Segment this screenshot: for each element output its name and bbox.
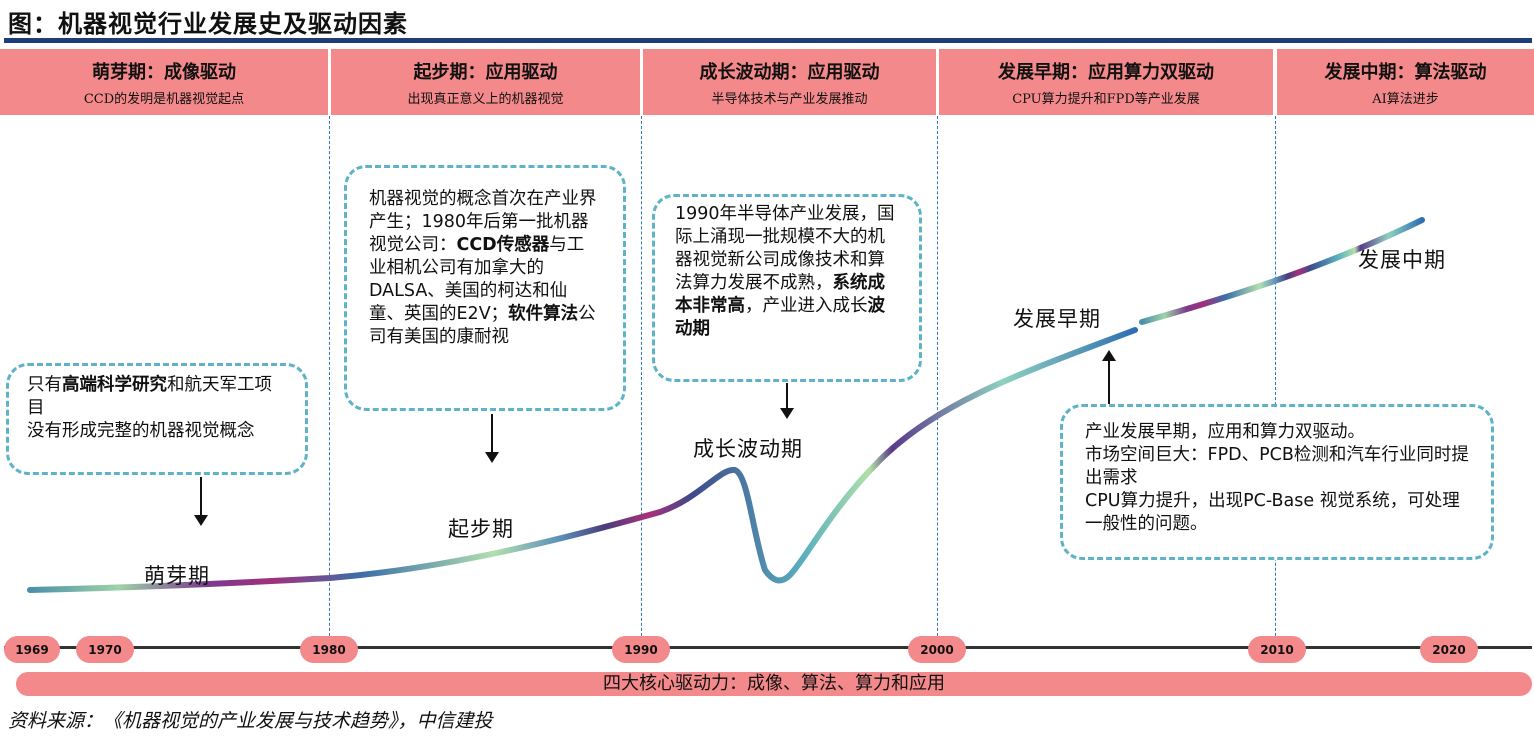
year-marker: 1969 (4, 636, 60, 663)
divider-1990 (641, 116, 642, 646)
curve-label-startup: 起步期 (448, 517, 514, 541)
callout-text: 与工业相机公司有加拿大的DALSA、美国的柯达和仙童、英国的E2V； (369, 235, 585, 324)
phase-title: 成长波动期：应用驱动 (699, 61, 880, 83)
callout-text: 没有形成完整的机器视觉概念 (27, 421, 255, 441)
curve-label-mid-development: 发展中期 (1358, 248, 1446, 272)
callout-text: 只有 (27, 375, 62, 395)
callout-fluctuation: 1990年半导体产业发展，国际上涌现一批规模不大的机器视觉新公司成像技术和算法算… (652, 194, 922, 382)
arrow-shaft (1108, 360, 1110, 404)
arrow-up-icon (1102, 350, 1116, 361)
phase-header-startup: 起步期：应用驱动 出现真正意义上的机器视觉 (331, 49, 640, 115)
phase-subtitle: AI算法进步 (1372, 91, 1439, 107)
year-marker: 2020 (1420, 636, 1478, 663)
phase-title: 发展早期：应用算力双驱动 (998, 61, 1214, 83)
curve-label-germination: 萌芽期 (144, 564, 210, 588)
callout-line: 市场空间巨大：FPD、PCB检测和汽车行业同时提出需求 (1085, 445, 1469, 488)
arrow-shaft (786, 383, 788, 410)
callout-text: ，产业进入成长 (745, 296, 868, 316)
callout-text: 公司有美国的康耐视 (369, 304, 596, 347)
phase-title: 发展中期：算法驱动 (1324, 61, 1487, 83)
phase-title: 起步期：应用驱动 (413, 61, 558, 83)
callout-bold-text: CCD传感器 (456, 235, 550, 255)
source-note: 资料来源：《机器视觉的产业发展与技术趋势》，中信建投 (8, 710, 493, 732)
year-marker: 2000 (908, 636, 966, 663)
callout-germination: 只有高端科学研究和航天军工项目 没有形成完整的机器视觉概念 (6, 363, 308, 475)
callout-bold-text: 系统成本非常高 (675, 273, 885, 316)
arrow-down-icon (194, 515, 208, 526)
callout-text: 1990年半导体产业发展，国际上涌现一批规模不大的机器视觉新公司成像技术和算法算… (675, 204, 895, 293)
phase-header-early-development: 发展早期：应用算力双驱动 CPU算力提升和FPD等产业发展 (939, 49, 1273, 115)
callout-bold-text: 软件算法 (508, 304, 579, 324)
phase-subtitle: CPU算力提升和FPD等产业发展 (1012, 91, 1200, 107)
year-marker: 1990 (612, 636, 670, 663)
callout-bold-text: 波动期 (675, 296, 885, 339)
figure-title: 图：机器视觉行业发展史及驱动因素 (8, 10, 408, 38)
divider-2010 (1275, 116, 1276, 646)
phase-subtitle: CCD的发明是机器视觉起点 (83, 91, 245, 107)
timeline-axis (4, 646, 1532, 649)
phase-header-fluctuation: 成长波动期：应用驱动 半导体技术与产业发展推动 (643, 49, 936, 115)
callout-text: 和航天军工项目 (27, 375, 272, 418)
curve-segment-main (27, 327, 1138, 593)
callout-text: 机器视觉的概念首次在产业界产生；1980年后第一批机器视觉公司： (369, 189, 597, 255)
core-drivers-banner: 四大核心驱动力：成像、算法、算力和应用 (16, 672, 1532, 696)
arrow-down-icon (780, 408, 794, 419)
callout-bold-text: 高端科学研究 (62, 375, 167, 395)
phase-header-germination: 萌芽期：成像驱动 CCD的发明是机器视觉起点 (0, 49, 328, 115)
divider-1980 (329, 116, 330, 646)
curve-label-fluctuation: 成长波动期 (693, 437, 803, 461)
year-marker: 1980 (300, 636, 358, 663)
phase-title: 萌芽期：成像驱动 (92, 61, 236, 83)
callout-early-development: 产业发展早期，应用和算力双驱动。 市场空间巨大：FPD、PCB检测和汽车行业同时… (1060, 404, 1494, 560)
title-rule (4, 38, 1532, 43)
callout-startup: 机器视觉的概念首次在产业界产生；1980年后第一批机器视觉公司：CCD传感器与工… (344, 165, 626, 411)
phase-subtitle: 半导体技术与产业发展推动 (711, 91, 868, 107)
phase-subtitle: 出现真正意义上的机器视觉 (407, 91, 564, 107)
curve-segment-upper (1139, 217, 1425, 325)
arrow-shaft (491, 414, 493, 454)
phase-header-mid-development: 发展中期：算法驱动 AI算法进步 (1277, 49, 1534, 115)
year-marker: 2010 (1248, 636, 1306, 663)
year-marker: 1970 (76, 636, 134, 663)
arrow-down-icon (485, 452, 499, 463)
curve-label-early-development: 发展早期 (1013, 307, 1101, 331)
callout-line: CPU算力提升，出现PC-Base 视觉系统，可处理一般性的问题。 (1085, 491, 1460, 534)
arrow-shaft (200, 477, 202, 517)
divider-2000 (937, 116, 938, 646)
callout-line: 产业发展早期，应用和算力双驱动。 (1085, 422, 1365, 442)
